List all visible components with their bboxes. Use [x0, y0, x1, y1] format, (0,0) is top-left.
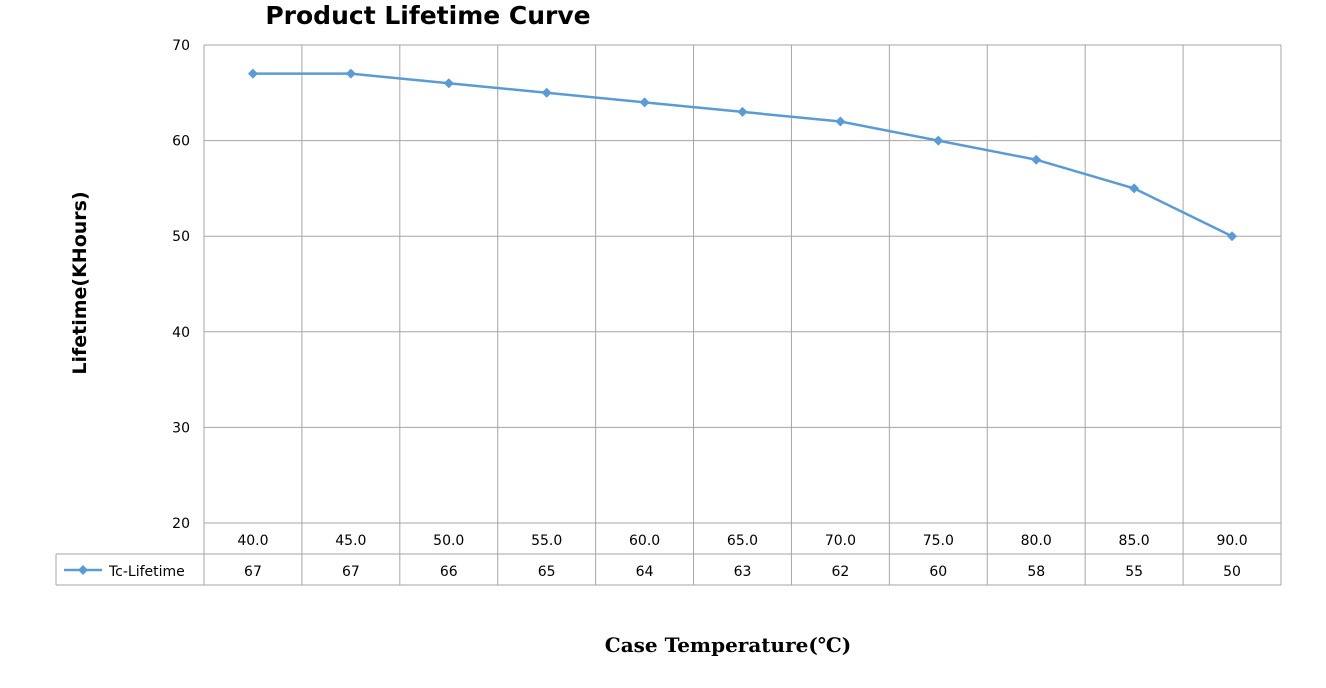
y-tick-label: 30	[172, 420, 190, 436]
y-tick-label: 20	[172, 516, 190, 532]
chart-title: Product Lifetime Curve	[265, 1, 590, 30]
x-tick-label: 90.0	[1216, 533, 1247, 549]
y-tick-label: 70	[172, 38, 190, 54]
data-table: 40.0 67 45.0 67 50.0 66 55.0 65 60.0 64 65.0 63 70.0…	[55, 533, 1281, 586]
x-tick-label: 65.0	[727, 533, 758, 549]
table-value-cell: 55	[1125, 564, 1143, 580]
data-point	[835, 116, 846, 127]
data-point	[1129, 183, 1140, 194]
table-value-cell: 63	[734, 564, 752, 580]
x-tick-label: 85.0	[1119, 533, 1150, 549]
data-point	[639, 97, 650, 108]
table-value-cell: 66	[440, 564, 458, 580]
data-point	[541, 87, 552, 98]
data-point	[737, 106, 748, 117]
x-tick-label: 50.0	[433, 533, 464, 549]
table-value-cell: 60	[929, 564, 947, 580]
x-tick-label: 45.0	[335, 533, 366, 549]
y-axis-label: Lifetime(KHours)	[69, 191, 91, 374]
data-point	[247, 68, 258, 79]
table-value-cell: 64	[636, 564, 654, 580]
x-tick-label: 80.0	[1021, 533, 1052, 549]
table-value-cell: 50	[1223, 564, 1241, 580]
data-point	[345, 68, 356, 79]
data-point	[1227, 231, 1238, 242]
legend-series-name: Tc-Lifetime	[108, 564, 185, 580]
x-tick-label: 55.0	[531, 533, 562, 549]
x-tick-label: 60.0	[629, 533, 660, 549]
table-value-cell: 65	[538, 564, 556, 580]
table-value-cell: 58	[1027, 564, 1045, 580]
data-point	[933, 135, 944, 146]
data-point	[443, 78, 454, 89]
table-value-cell: 62	[831, 564, 849, 580]
data-point	[1031, 154, 1042, 165]
x-tick-label: 40.0	[237, 533, 268, 549]
y-tick-label: 40	[172, 325, 190, 341]
y-tick-label: 60	[172, 134, 190, 150]
grid	[203, 44, 1282, 585]
legend-marker	[78, 565, 88, 575]
x-tick-label: 70.0	[825, 533, 856, 549]
x-axis-label: Case Temperature(℃)	[605, 633, 851, 657]
y-tick-label: 50	[172, 229, 190, 245]
table-value-cell: 67	[342, 564, 360, 580]
table-value-cell: 67	[244, 564, 262, 580]
y-tick-labels: 20 30 40 50 60 70	[172, 38, 190, 532]
x-tick-label: 75.0	[923, 533, 954, 549]
series-plot	[247, 68, 1238, 242]
